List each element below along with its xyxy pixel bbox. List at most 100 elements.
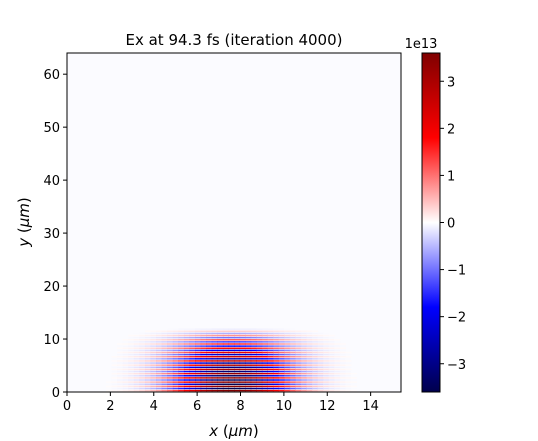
heatmap-cell: [117, 372, 124, 375]
heatmap-cell: [311, 379, 319, 381]
heatmap-cell: [289, 358, 296, 360]
heatmap-cell: [167, 336, 174, 339]
heatmap-cell: [200, 389, 207, 392]
heatmap-cell: [306, 377, 313, 379]
heatmap-cell: [144, 347, 152, 349]
heatmap-cell: [250, 345, 257, 347]
heatmap-cell: [150, 381, 157, 383]
heatmap-cell: [350, 389, 358, 392]
heatmap-cell: [328, 377, 335, 379]
heatmap-cell: [161, 351, 168, 354]
heatmap-cell: [289, 389, 296, 392]
heatmap-cell: [144, 377, 152, 379]
heatmap-cell: [128, 360, 135, 362]
heatmap-cell: [217, 334, 224, 337]
heatmap-cell: [267, 381, 274, 383]
heatmap-cell: [339, 379, 346, 381]
heatmap-cell: [284, 383, 291, 385]
heatmap-cell: [117, 360, 124, 362]
heatmap-cell: [128, 370, 135, 373]
heatmap-cell: [317, 375, 324, 377]
heatmap-cell: [206, 377, 213, 379]
heatmap-cell: [167, 362, 174, 364]
heatmap-cell: [345, 353, 352, 356]
heatmap-cell: [217, 347, 224, 349]
heatmap-cell: [334, 389, 341, 392]
heatmap-cell: [284, 343, 291, 345]
heatmap-cell: [211, 362, 218, 364]
heatmap-cell: [295, 360, 302, 362]
heatmap-cell: [156, 360, 163, 362]
heatmap-cell: [323, 347, 330, 349]
heatmap-cell: [289, 366, 296, 369]
heatmap-cell: [339, 364, 346, 366]
heatmap-cell: [128, 334, 135, 337]
heatmap-cell: [222, 385, 230, 388]
heatmap-cell: [172, 368, 179, 371]
heatmap-cell: [239, 355, 246, 358]
heatmap-cell: [261, 345, 268, 347]
heatmap-cell: [272, 349, 280, 352]
heatmap-cell: [117, 349, 124, 352]
heatmap-cell: [172, 364, 179, 366]
heatmap-cell: [150, 347, 157, 349]
heatmap-cell: [234, 332, 241, 335]
heatmap-cell: [311, 349, 319, 352]
heatmap-cell: [328, 387, 335, 390]
heatmap-cell: [195, 358, 202, 360]
heatmap-cell: [311, 364, 319, 366]
heatmap-cell: [250, 375, 257, 377]
heatmap-cell: [122, 377, 129, 379]
heatmap-cell: [289, 370, 296, 373]
heatmap-cell: [339, 377, 346, 379]
heatmap-cell: [217, 372, 224, 375]
heatmap-cell: [256, 389, 263, 392]
heatmap-cell: [178, 372, 185, 375]
heatmap-cell: [345, 375, 352, 377]
heatmap-cell: [328, 347, 335, 349]
heatmap-cell: [200, 387, 207, 390]
heatmap-cell: [278, 328, 285, 330]
heatmap-cell: [339, 372, 346, 375]
heatmap-cell: [311, 383, 319, 385]
heatmap-cell: [272, 332, 280, 335]
heatmap-cell: [300, 332, 307, 335]
heatmap-cell: [200, 372, 207, 375]
heatmap-cell: [128, 347, 135, 349]
heatmap-cell: [239, 377, 246, 379]
heatmap-cell: [261, 330, 268, 333]
heatmap-cell: [117, 377, 124, 379]
heatmap-cell: [206, 328, 213, 330]
heatmap-cell: [245, 353, 252, 356]
heatmap-cell: [328, 383, 335, 385]
heatmap-cell: [256, 341, 263, 343]
heatmap-cell: [150, 330, 157, 333]
heatmap-cell: [189, 370, 196, 373]
heatmap-cell: [200, 362, 207, 364]
heatmap-cell: [195, 332, 202, 335]
heatmap-cell: [139, 339, 146, 341]
heatmap-cell: [195, 362, 202, 364]
heatmap-cell: [339, 355, 346, 358]
heatmap-cell: [239, 330, 246, 333]
heatmap-cell: [306, 383, 313, 385]
heatmap-cell: [211, 375, 218, 377]
heatmap-cell: [117, 383, 124, 385]
heatmap-cell: [272, 360, 280, 362]
heatmap-cell: [306, 345, 313, 347]
heatmap-cell: [156, 353, 163, 356]
heatmap-cell: [156, 370, 163, 373]
heatmap-cell: [267, 383, 274, 385]
heatmap-cell: [139, 375, 146, 377]
heatmap-cell: [172, 355, 179, 358]
colorbar-tick-label: 1: [447, 169, 455, 184]
heatmap-cell: [284, 360, 291, 362]
heatmap-cell: [217, 345, 224, 347]
heatmap-cell: [183, 336, 191, 339]
heatmap-cell: [139, 387, 146, 390]
heatmap-cell: [139, 385, 146, 388]
heatmap-cell: [161, 332, 168, 335]
heatmap-cell: [161, 366, 168, 369]
heatmap-cell: [339, 343, 346, 345]
heatmap-cell: [156, 343, 163, 345]
